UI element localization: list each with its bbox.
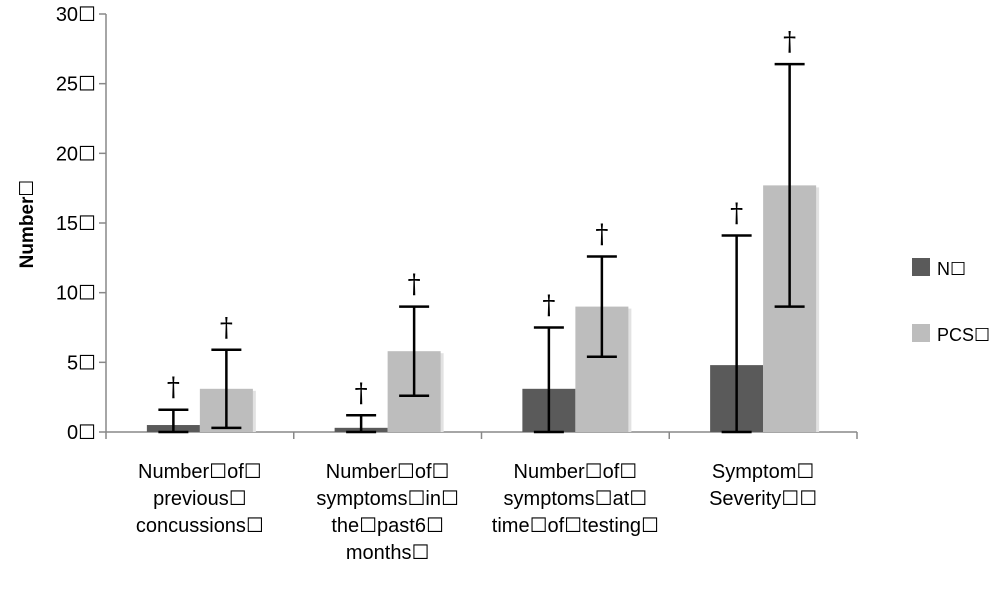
y-tick-label: 25☐ (56, 74, 96, 96)
x-category-label: Severity☐☐ (709, 488, 817, 510)
legend-swatch-n (912, 258, 930, 276)
significance-marker: † (167, 373, 180, 403)
legend: N☐ PCS☐ (912, 258, 990, 345)
x-category-label: concussions☐ (136, 515, 264, 537)
significance-marker: † (355, 378, 368, 408)
x-category-label: the☐past␶6☐ (331, 515, 444, 537)
significance-marker: † (783, 27, 796, 57)
y-tick-label: 5☐ (67, 352, 96, 374)
y-axis-label: Number☐ (17, 180, 38, 269)
significance-marker: † (408, 270, 421, 300)
x-category-label: previous☐ (153, 488, 247, 510)
x-category-label: months☐ (346, 542, 430, 564)
y-tick-label: 0☐ (67, 422, 96, 444)
legend-label-n: N☐ (937, 259, 966, 279)
y-tick-label: 10☐ (56, 283, 96, 305)
x-category-label: Number☐of☐ (514, 461, 638, 483)
x-category-label: Symptom☐ (712, 461, 814, 483)
x-category-label: symptoms☐in☐ (316, 488, 459, 510)
significance-marker: † (542, 291, 555, 321)
y-tick-label: 20☐ (56, 143, 96, 165)
x-category-label: time☐of☐testing☐ (492, 515, 659, 537)
x-category-label: Number☐of☐ (326, 461, 450, 483)
legend-swatch-pcs (912, 324, 930, 342)
bars (147, 64, 819, 432)
significance-marker: † (730, 199, 743, 229)
x-category-label: symptoms☐at☐ (504, 488, 648, 510)
significance-marker: † (220, 313, 233, 343)
significance-marker: † (595, 219, 608, 249)
y-tick-label: 30☐ (56, 4, 96, 26)
labels: † † Number☐of☐ previous☐ concussions☐ † † Numbe… (136, 27, 817, 564)
legend-label-pcs: PCS☐ (937, 325, 990, 345)
y-tick-label: 15☐ (56, 213, 96, 235)
x-category-label: Number☐of☐ (138, 461, 262, 483)
